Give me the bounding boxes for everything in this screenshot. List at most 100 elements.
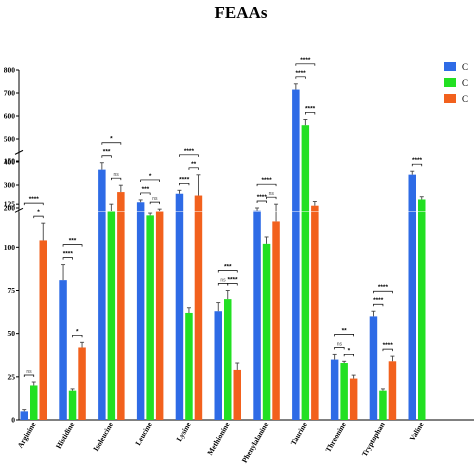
bar <box>272 221 280 420</box>
category-label: Phenylalanine <box>240 420 271 464</box>
significance-label: ns <box>269 191 275 197</box>
significance-bracket <box>217 283 229 286</box>
significance-label: ns <box>113 172 119 178</box>
significance-bracket <box>111 177 122 181</box>
bar <box>388 361 397 420</box>
significance-label: *** <box>103 149 111 156</box>
axes: 0 25 50 75 100 125 150 200 300 400 500 600 700 800 <box>4 66 474 425</box>
significance-bracket <box>295 76 306 79</box>
bar <box>59 280 67 420</box>
y-tick-label: 25 <box>8 372 16 381</box>
bar <box>117 192 125 420</box>
significance-label: * <box>76 328 79 335</box>
category-label: Valine <box>408 420 426 443</box>
y-tick-label: 200 <box>4 204 16 213</box>
significance-bracket <box>411 163 423 167</box>
significance-label: ** <box>342 327 348 334</box>
category-label: Tryptophan <box>360 420 387 458</box>
significance-bracket <box>256 200 267 203</box>
y-tick-label: 75 <box>8 286 16 295</box>
significance-bracket <box>72 334 83 338</box>
bar <box>349 378 358 420</box>
y-tick-label: 400 <box>4 158 16 167</box>
significance-label: ns <box>220 278 226 284</box>
legend-swatch <box>444 62 456 71</box>
y-tick-label: 500 <box>4 135 16 144</box>
significance-label: **** <box>227 277 238 284</box>
significance-bracket <box>382 348 393 352</box>
bar <box>418 199 426 420</box>
significance-bracket <box>62 244 83 247</box>
significance-label: **** <box>300 57 311 64</box>
bar <box>39 240 47 420</box>
bar <box>301 125 310 420</box>
bar <box>98 169 106 420</box>
bar <box>379 390 387 420</box>
significance-label: **** <box>373 297 384 304</box>
significance-bracket <box>23 374 35 378</box>
bar <box>136 202 145 420</box>
category-label: Threonine <box>323 420 348 454</box>
significance-label: **** <box>257 194 268 201</box>
significance-label: ns <box>26 369 32 375</box>
significance-label: * <box>110 136 113 143</box>
category-labels: Arginine Histidine Isoleucine Leucine Lysine… <box>16 420 426 465</box>
category-label: Methionine <box>205 420 231 457</box>
bar <box>408 174 416 420</box>
legend-swatch <box>444 94 456 103</box>
bar <box>224 299 232 420</box>
significance-bracket <box>334 347 345 350</box>
bar <box>253 210 261 420</box>
significance-bracket <box>179 154 199 157</box>
significance-label: *** <box>224 264 232 271</box>
bar <box>340 363 348 420</box>
y-tick-label: 300 <box>4 181 16 190</box>
axis-break-mark <box>14 207 24 213</box>
significance-label: ** <box>191 161 197 168</box>
bar <box>233 369 241 420</box>
significance-label: **** <box>261 177 272 184</box>
bar <box>262 243 271 420</box>
significance-bracket <box>140 192 151 195</box>
category-label: Isoleucine <box>91 420 115 453</box>
y-tick-label: 600 <box>4 112 16 121</box>
y-tick-label: 700 <box>4 89 16 98</box>
significance-bracket <box>23 202 44 206</box>
bar <box>292 89 300 421</box>
significance-bracket <box>343 353 354 357</box>
bar <box>68 390 77 420</box>
category-label: Leucine <box>133 420 154 447</box>
legend-label: C <box>462 78 468 88</box>
significance-bracket <box>33 215 44 219</box>
significance-bracket <box>295 63 316 66</box>
significance-bracket <box>149 201 160 205</box>
significance-label: **** <box>305 105 316 112</box>
significance-bracket <box>101 155 112 158</box>
significance-label: **** <box>184 148 195 155</box>
significance-label: *** <box>142 186 150 193</box>
significance-label: **** <box>63 251 74 258</box>
bar <box>311 205 319 420</box>
significance-label: * <box>149 173 152 180</box>
axis-break-mark <box>14 149 24 155</box>
significance-label: **** <box>383 342 394 349</box>
y-tick-label: 150 <box>4 157 16 166</box>
significance-bracket <box>256 183 277 187</box>
bar <box>330 359 339 420</box>
significance-bracket <box>334 334 354 337</box>
bars <box>19 83 474 421</box>
bar <box>155 211 164 420</box>
bar <box>214 311 222 420</box>
bar <box>175 193 184 420</box>
bar <box>194 195 203 420</box>
significance-label: **** <box>296 70 307 77</box>
significance-label: **** <box>378 284 389 291</box>
significance-bracket <box>140 179 160 182</box>
significance-bracket <box>217 270 238 273</box>
category-label: Arginine <box>16 420 38 450</box>
y-tick-label: 800 <box>4 66 16 75</box>
significance-bracket <box>373 303 384 307</box>
significance-bracket <box>101 142 122 145</box>
legend: CCC <box>444 62 468 104</box>
